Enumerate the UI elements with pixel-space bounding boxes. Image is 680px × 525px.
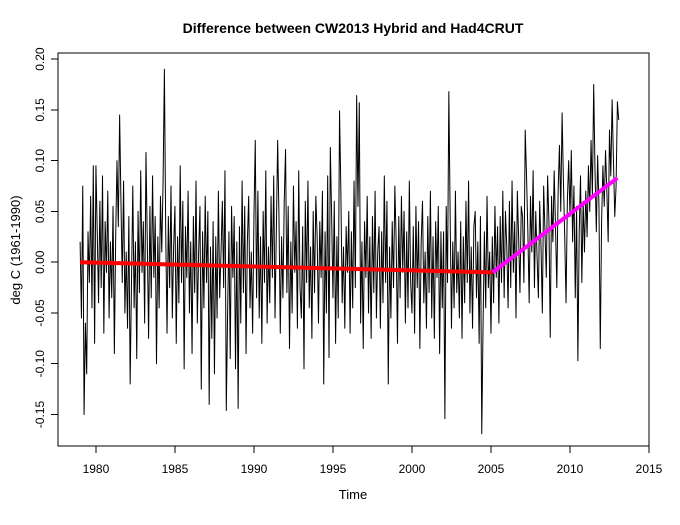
y-tick-label: 0.05 (33, 199, 47, 223)
y-axis-title: deg C (1961-1990) (8, 195, 23, 304)
plot-frame (57, 52, 650, 447)
x-axis-title: Time (339, 487, 367, 502)
x-tick-label: 2015 (636, 462, 663, 476)
x-tick-label: 2010 (557, 462, 584, 476)
x-tick-label: 1980 (83, 462, 110, 476)
x-tick-label: 1985 (162, 462, 189, 476)
y-tick-label: 0.00 (33, 250, 47, 274)
plot-area: 1980 1985 1990 1995 2000 2005 2010 2015 -0.15 -0.… (33, 47, 663, 476)
y-tick-label: 0.10 (33, 149, 47, 173)
x-tick-label: 2005 (478, 462, 505, 476)
y-tick-label: -0.10 (33, 350, 47, 378)
x-tick-label: 2000 (399, 462, 426, 476)
series-monthly-difference-cw2013-hybrid-minus-hadcrut4 (79, 68, 620, 435)
series-linear-trend-1979-2005 (80, 260, 493, 275)
x-tick-label: 1990 (241, 462, 268, 476)
y-tick-label: 0.20 (33, 47, 47, 71)
series-linear-trend-2005-2013 (491, 176, 619, 274)
x-tick-label: 1995 (320, 462, 347, 476)
y-tick-label: -0.05 (33, 299, 47, 327)
y-tick-label: -0.15 (33, 401, 47, 429)
y-tick-label: 0.15 (33, 98, 47, 122)
chart-title: Difference between CW2013 Hybrid and Had… (183, 20, 524, 36)
